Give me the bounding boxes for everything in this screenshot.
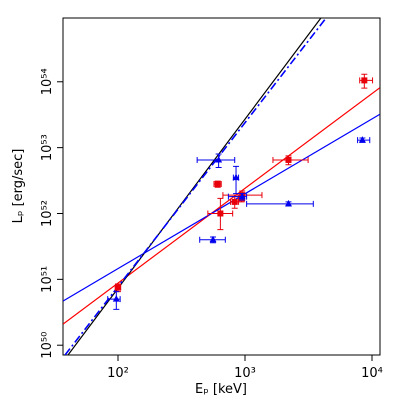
fit-line	[63, 113, 380, 302]
y-axis-label: Lₚ [erg/sec]	[11, 149, 26, 224]
x-tick-label: 10⁴	[361, 366, 383, 381]
point	[217, 210, 224, 217]
point	[214, 181, 221, 188]
x-tick-label: 10³	[234, 366, 256, 381]
y-tick-label: 10⁵²	[40, 200, 55, 227]
y-tick-label: 10⁵⁴	[40, 68, 55, 95]
point	[238, 192, 246, 200]
point	[209, 235, 217, 243]
y-tick-label: 10⁵³	[40, 134, 55, 161]
point	[112, 295, 120, 302]
point	[114, 284, 121, 291]
plot-area	[63, 18, 380, 355]
x-error-bar	[246, 200, 314, 207]
y-tick-label: 10⁵¹	[40, 266, 55, 293]
point	[361, 77, 368, 84]
x-axis-label: Eₚ [keV]	[195, 382, 247, 397]
x-error-bar	[196, 156, 236, 163]
fit-line	[63, 87, 380, 325]
y-tick-label: 10⁵⁰	[40, 332, 55, 359]
point	[232, 173, 240, 181]
point	[215, 155, 223, 163]
point	[231, 198, 238, 205]
fit-line	[67, 18, 322, 355]
point	[284, 199, 292, 207]
point	[358, 136, 366, 143]
x-tick-label: 10²	[107, 366, 129, 381]
point	[285, 156, 292, 163]
fit-line	[64, 18, 327, 355]
plot-frame	[62, 17, 381, 356]
